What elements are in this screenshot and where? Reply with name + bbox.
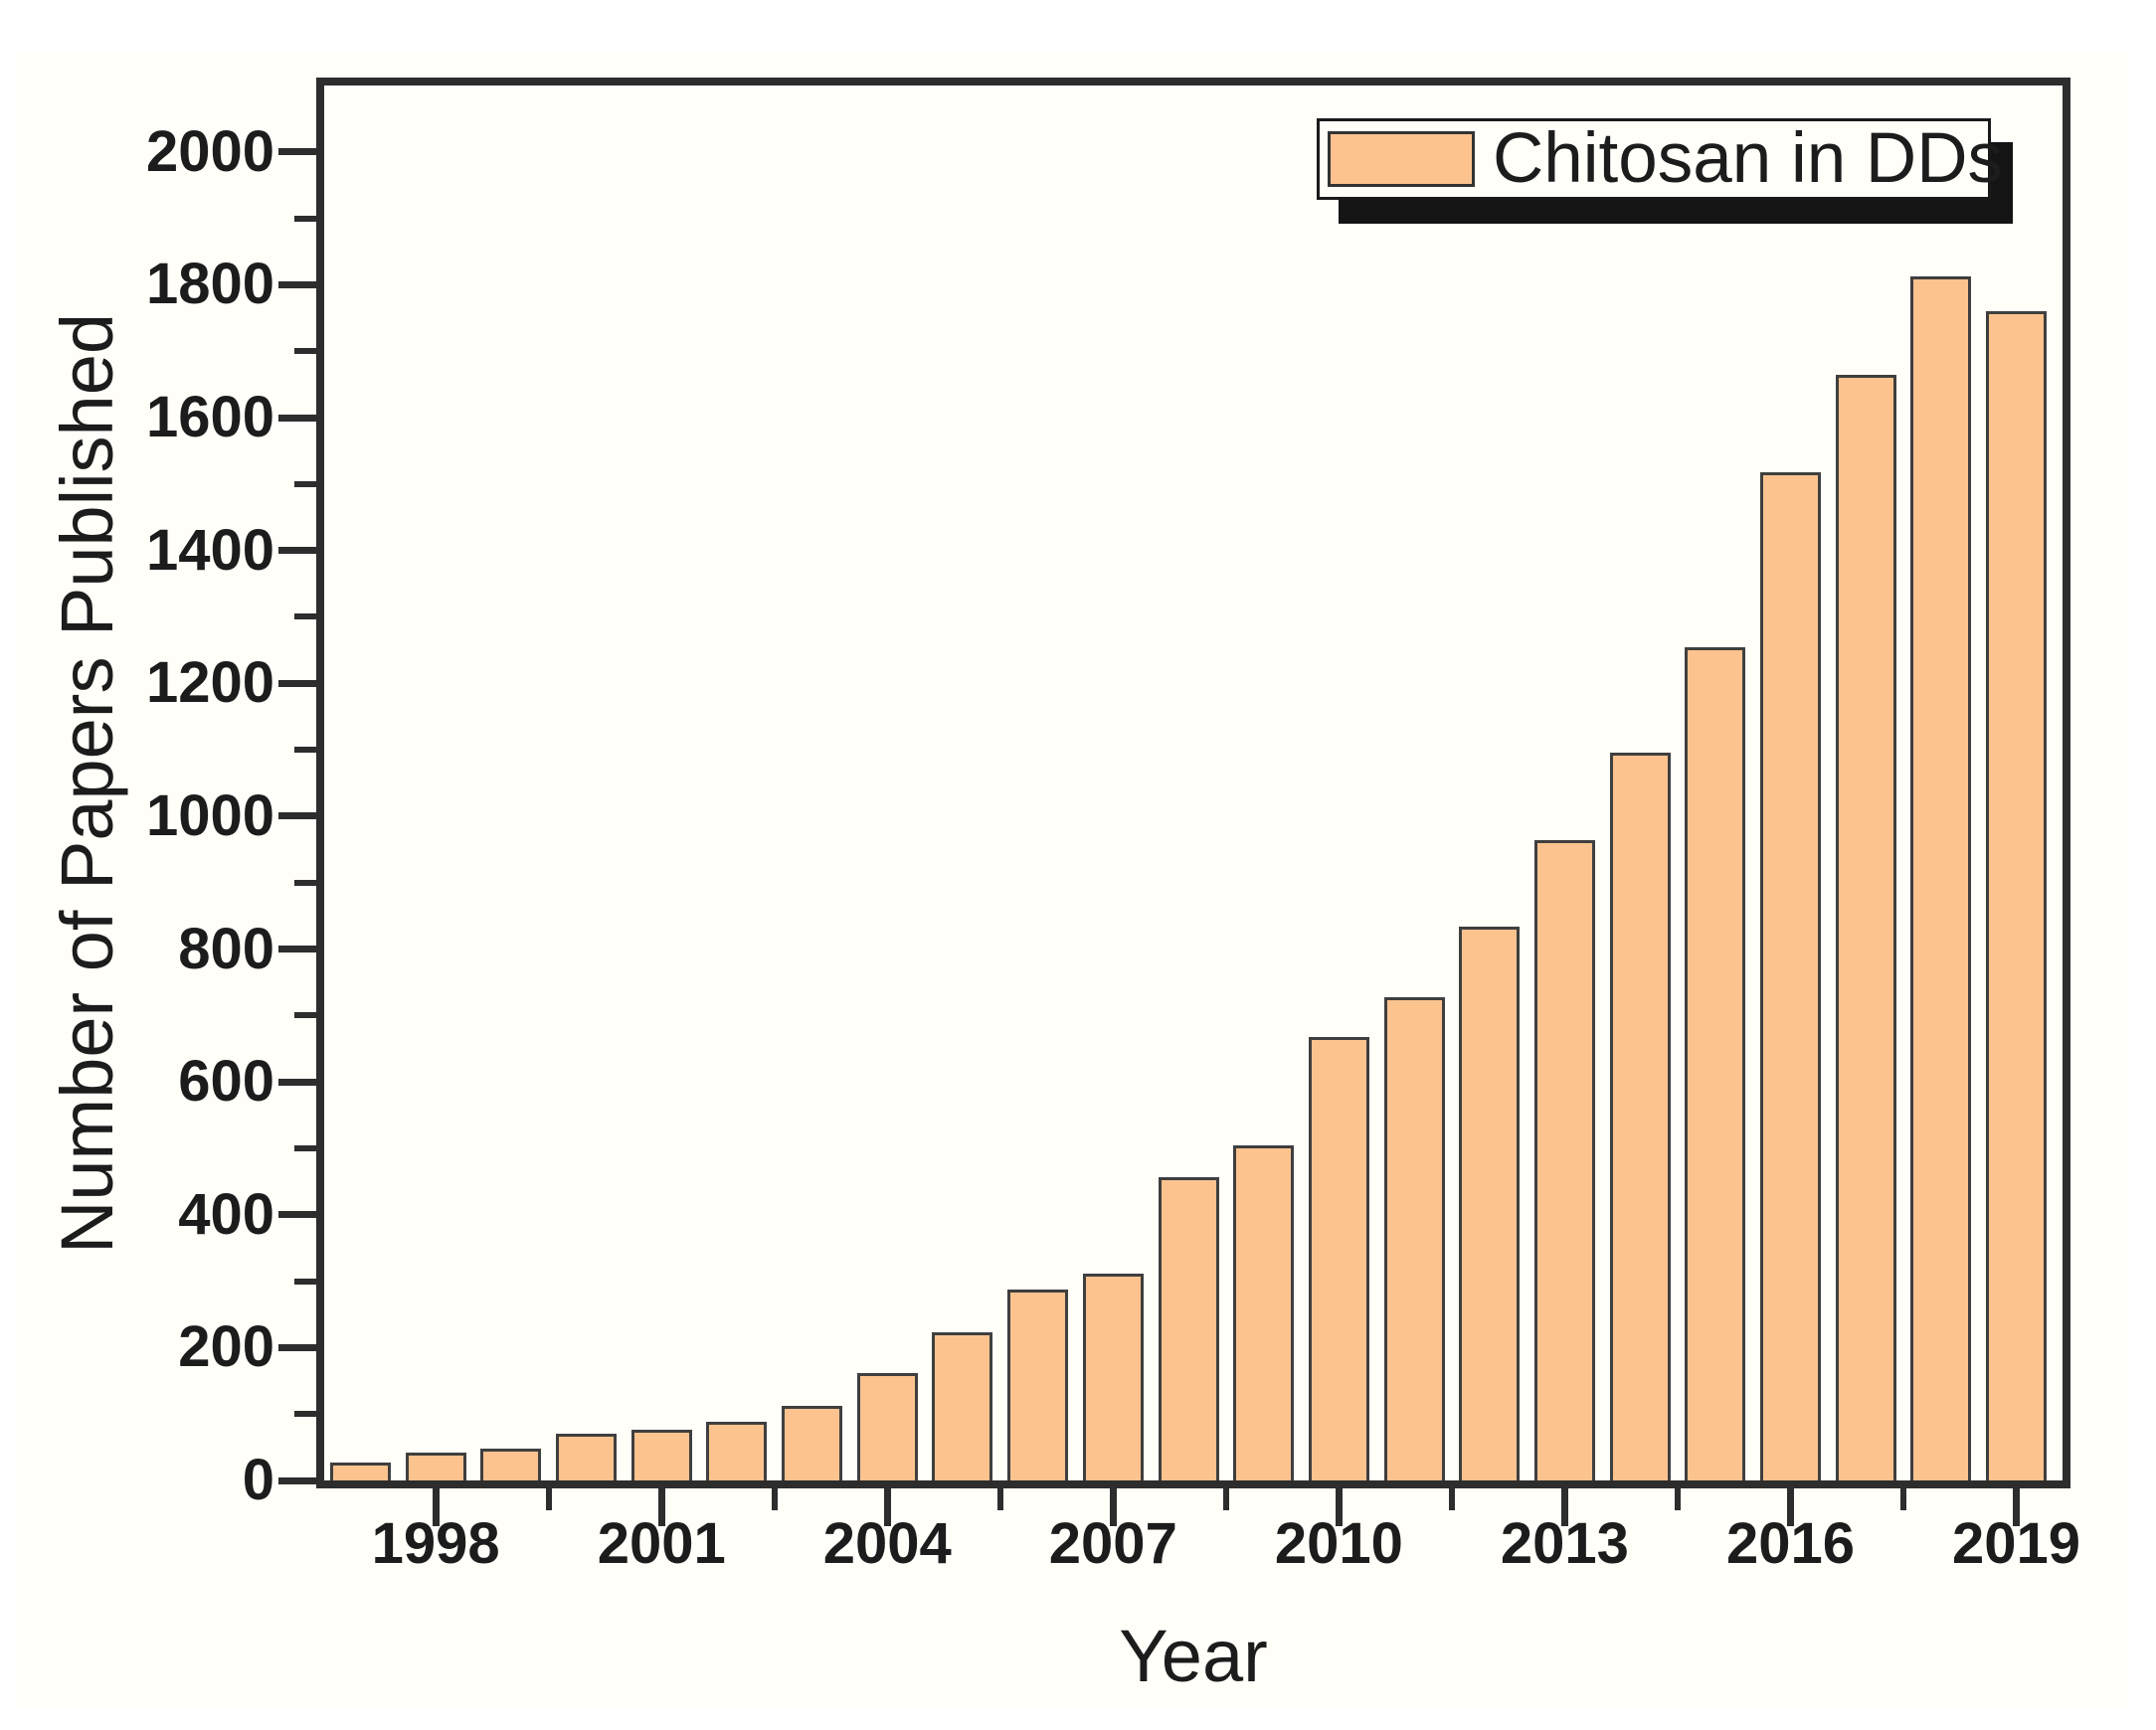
- x-minor-tick-5: [1674, 1488, 1681, 1510]
- y-tick-label-1800: 1800: [145, 252, 274, 317]
- y-tick-label-400: 400: [178, 1181, 274, 1247]
- bar-2006: [1007, 1290, 1069, 1480]
- x-tick-label-2013: 2013: [1500, 1511, 1629, 1576]
- x-tick-label-2001: 2001: [597, 1511, 726, 1576]
- y-tick-label-200: 200: [178, 1314, 274, 1380]
- y-tick-200: [278, 1343, 316, 1351]
- y-tick-label-1400: 1400: [145, 517, 274, 583]
- y-tick-label-800: 800: [178, 916, 274, 981]
- x-minor-tick-2: [996, 1488, 1003, 1510]
- bar-2000: [556, 1434, 618, 1480]
- bar-2012: [1459, 927, 1521, 1480]
- y-minor-tick-1300: [294, 613, 316, 620]
- bar-2016: [1759, 472, 1821, 1480]
- bar-2019: [1986, 311, 2047, 1480]
- y-minor-tick-100: [294, 1411, 316, 1418]
- x-minor-tick-4: [1448, 1488, 1455, 1510]
- y-tick-label-600: 600: [178, 1049, 274, 1115]
- x-minor-tick-0: [545, 1488, 552, 1510]
- y-minor-tick-1700: [294, 348, 316, 355]
- legend: Chitosan in DDs: [1317, 118, 2003, 200]
- x-tick-2001: [657, 1488, 665, 1526]
- x-tick-2016: [1786, 1488, 1794, 1526]
- bar-2008: [1158, 1177, 1219, 1480]
- bar-1998: [405, 1453, 466, 1480]
- x-tick-label-2007: 2007: [1048, 1511, 1177, 1576]
- bar-2011: [1383, 997, 1445, 1480]
- y-tick-2000: [278, 148, 316, 156]
- plot-area: [316, 78, 2070, 1488]
- y-tick-label-1200: 1200: [145, 650, 274, 716]
- y-minor-tick-700: [294, 1012, 316, 1019]
- bar-2017: [1835, 375, 1896, 1480]
- x-tick-2019: [2013, 1488, 2020, 1526]
- x-minor-tick-6: [1899, 1488, 1906, 1510]
- bar-2014: [1609, 753, 1671, 1480]
- y-tick-800: [278, 946, 316, 953]
- x-tick-2004: [883, 1488, 891, 1526]
- y-tick-600: [278, 1078, 316, 1086]
- bar-1997: [330, 1463, 391, 1480]
- bar-2003: [782, 1406, 843, 1480]
- x-tick-label-2010: 2010: [1274, 1511, 1403, 1576]
- y-minor-tick-300: [294, 1278, 316, 1285]
- bars-layer: [324, 86, 2063, 1480]
- bar-1999: [480, 1449, 542, 1480]
- y-tick-400: [278, 1211, 316, 1219]
- legend-series-label: Chitosan in DDs: [1493, 119, 2003, 198]
- x-tick-2013: [1560, 1488, 1568, 1526]
- bar-2001: [630, 1430, 692, 1480]
- x-tick-2010: [1335, 1488, 1343, 1526]
- y-tick-0: [278, 1476, 316, 1484]
- y-tick-1800: [278, 280, 316, 288]
- y-tick-label-0: 0: [242, 1448, 274, 1512]
- bar-2004: [856, 1373, 918, 1480]
- y-minor-tick-1500: [294, 480, 316, 487]
- bar-2013: [1533, 840, 1595, 1480]
- legend-swatch-chitosan: [1328, 131, 1475, 187]
- y-tick-1000: [278, 812, 316, 820]
- bar-2002: [706, 1422, 768, 1480]
- y-tick-label-1000: 1000: [145, 782, 274, 848]
- y-minor-tick-1900: [294, 215, 316, 222]
- y-minor-tick-500: [294, 1144, 316, 1151]
- x-minor-tick-3: [1222, 1488, 1229, 1510]
- y-tick-1600: [278, 414, 316, 422]
- y-axis-title: Number of Papers Published: [46, 312, 128, 1255]
- x-tick-1998: [432, 1488, 440, 1526]
- x-tick-2007: [1109, 1488, 1117, 1526]
- x-tick-label-2019: 2019: [1951, 1511, 2081, 1576]
- bar-2018: [1910, 276, 1972, 1480]
- x-minor-tick-1: [771, 1488, 778, 1510]
- x-tick-label-1998: 1998: [371, 1511, 500, 1576]
- bar-2005: [932, 1332, 993, 1480]
- bar-2007: [1082, 1274, 1144, 1480]
- x-axis-title: Year: [1119, 1615, 1268, 1697]
- y-minor-tick-1100: [294, 747, 316, 754]
- y-tick-1200: [278, 679, 316, 687]
- y-tick-label-1600: 1600: [145, 385, 274, 450]
- y-tick-label-2000: 2000: [145, 118, 274, 184]
- bar-2010: [1308, 1037, 1369, 1480]
- bar-2015: [1685, 647, 1746, 1480]
- bar-2009: [1233, 1145, 1295, 1480]
- x-tick-label-2004: 2004: [822, 1511, 952, 1576]
- x-tick-label-2016: 2016: [1725, 1511, 1855, 1576]
- y-minor-tick-900: [294, 879, 316, 886]
- y-tick-1400: [278, 547, 316, 555]
